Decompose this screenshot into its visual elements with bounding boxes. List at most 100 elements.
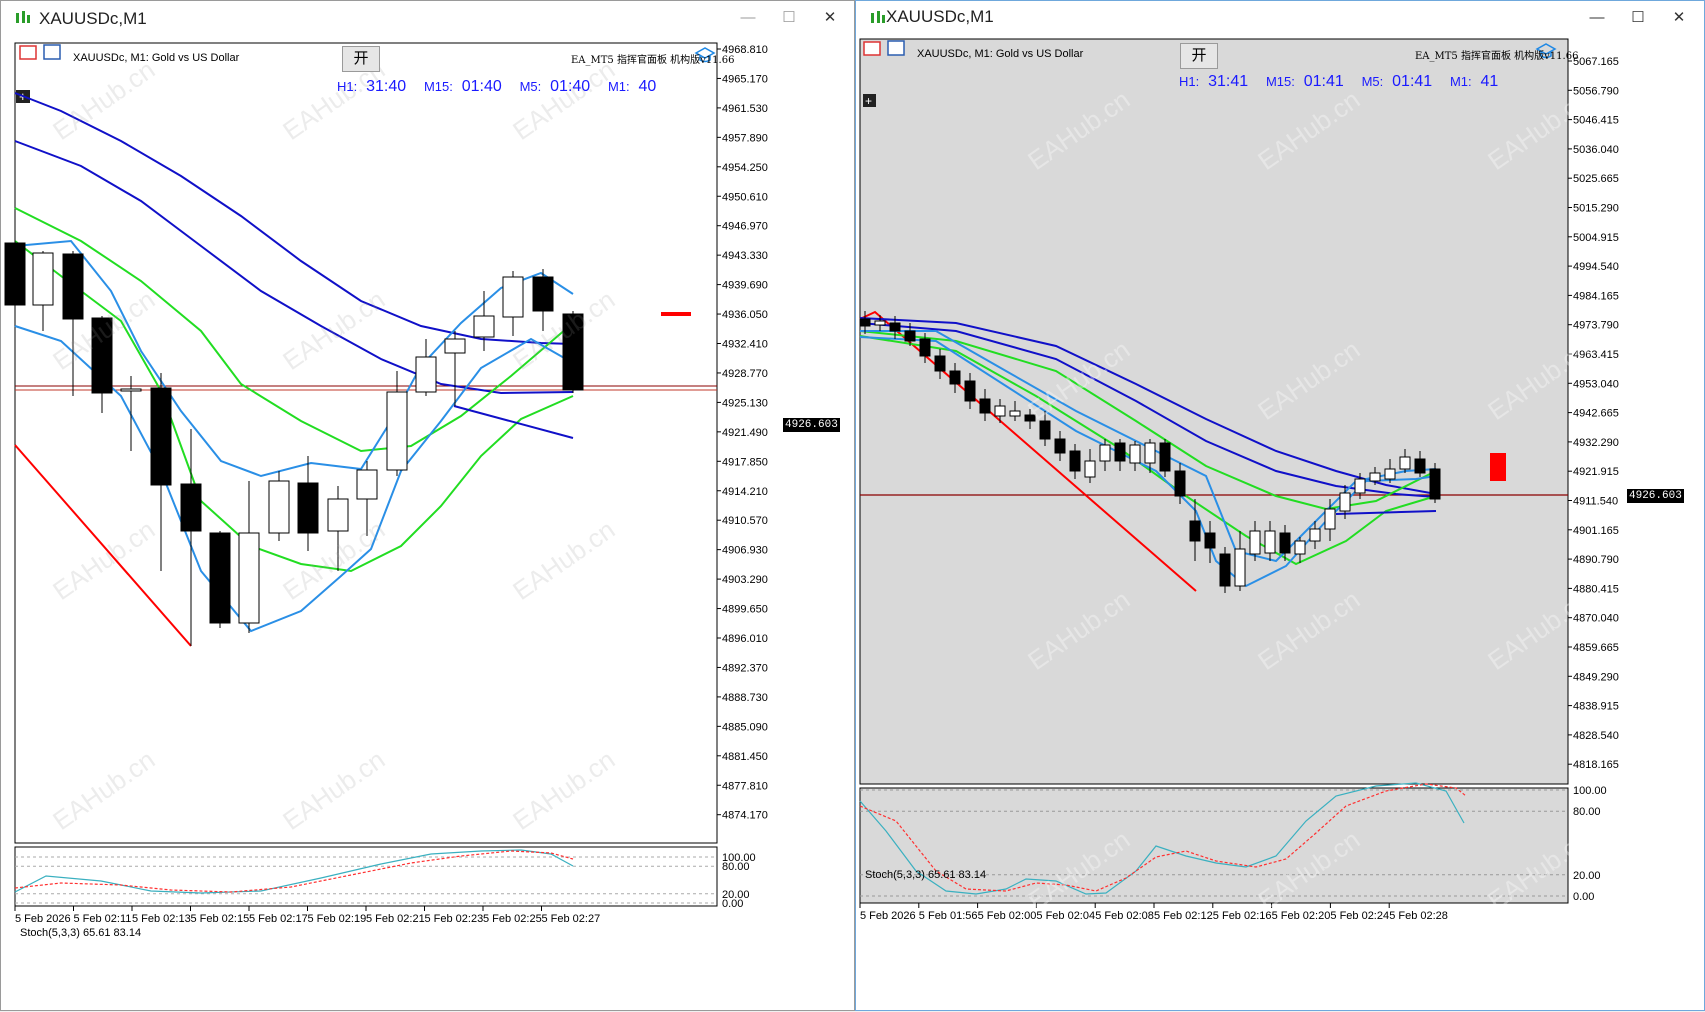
ea-panel-label: EA_MT5 指挥官面板 机构版v11.66: [1415, 51, 1579, 62]
stoch-axis-label: 80.00: [1573, 806, 1601, 818]
right-price-chart[interactable]: +5067.165 5056.790 5046.415 5036.040 5025.66…: [856, 1, 1705, 1012]
price-axis-label: 4943.330: [722, 250, 768, 262]
stoch-main-line: [14, 849, 574, 894]
timer-row: H1: 31:40 M15: 01:40 M5: 01:40 M1: 40: [337, 78, 657, 95]
price-axis-label: 4892.370: [722, 662, 768, 674]
time-axis-label: 5 Feb 02:00: [978, 910, 1037, 922]
minimize-button[interactable]: —: [1589, 9, 1605, 26]
candle-body: [1024, 414, 1036, 422]
ma-line: [859, 336, 1437, 588]
price-axis-label: 4928.770: [722, 368, 768, 380]
stochastic-plot-area: [859, 787, 1569, 904]
time-axis-label: 5 Feb 02:08: [1095, 910, 1154, 922]
close-button[interactable]: ✕: [823, 9, 837, 26]
time-axis-label: 5 Feb 02:11: [74, 913, 132, 925]
stoch-axis-label: 100.00: [722, 852, 756, 864]
candle-body: [1084, 460, 1096, 478]
candle-body: [62, 253, 84, 320]
candle-body: [1339, 492, 1351, 512]
price-axis-label: 4965.170: [722, 73, 768, 85]
right-window-title: XAUUSDc,M1: [886, 7, 994, 26]
candle-body: [1099, 444, 1111, 462]
price-axis-label: 4899.650: [722, 604, 768, 616]
chart-list-icon: [19, 45, 37, 60]
left-chart-window[interactable]: XAUUSDc,M1 — ☐ ✕ +4968.810 4965.170 4961.5…: [0, 0, 855, 1011]
price-axis-label: 4890.790: [1573, 554, 1619, 566]
price-axis-label: 4914.210: [722, 486, 768, 498]
chart-window-icon: [16, 11, 30, 23]
ma-line: [14, 140, 574, 395]
graduation-cap-icon: [694, 47, 716, 63]
candle-body: [889, 322, 901, 332]
price-axis-label: 4881.450: [722, 751, 768, 763]
price-axis-label: 4874.170: [722, 810, 768, 822]
time-axis-label: 5 Feb 02:24: [1330, 910, 1389, 922]
chart-list-icon: [863, 41, 881, 56]
ma-line: [1335, 510, 1437, 515]
maximize-button[interactable]: ☐: [1631, 9, 1645, 26]
candle-body: [1324, 508, 1336, 530]
candle-body: [1219, 553, 1231, 587]
right-titlebar[interactable]: XAUUSDc,M1 — ☐ ✕: [856, 1, 1704, 35]
candle-body: [904, 330, 916, 342]
left-titlebar[interactable]: XAUUSDc,M1 — ☐ ✕: [1, 1, 854, 35]
stoch-axis-label: 100.00: [1573, 785, 1607, 797]
price-axis-label: 5025.665: [1573, 173, 1619, 185]
close-button[interactable]: ✕: [1672, 9, 1686, 26]
candle-body: [1054, 438, 1066, 454]
time-axis-label: 5 Feb 02:23: [425, 913, 484, 925]
signal-marker: [661, 312, 691, 316]
price-axis-label: 4838.915: [1573, 701, 1619, 713]
candle-body: [964, 380, 976, 402]
candle-body: [532, 276, 554, 312]
candle-body: [238, 532, 260, 624]
candle-body: [1114, 442, 1126, 462]
candle-body: [859, 318, 871, 327]
candle-body: [473, 315, 495, 338]
right-chart-window[interactable]: XAUUSDc,M1 — ☐ ✕ +5067.165 5056.790 5046.4…: [855, 0, 1705, 1011]
time-axis-label: 5 Feb 02:19: [308, 913, 367, 925]
price-axis-label: 4818.165: [1573, 759, 1619, 771]
ma-line: [14, 239, 574, 478]
time-axis-label: 5 Feb 02:25: [483, 913, 542, 925]
price-axis-label: 5067.165: [1573, 56, 1619, 68]
candle-body: [994, 405, 1006, 417]
price-axis-label: 4942.665: [1573, 408, 1619, 420]
stoch-axis-label: 0.00: [722, 898, 743, 910]
open-position-button[interactable]: 开: [1180, 43, 1218, 69]
left-price-chart[interactable]: +4968.8104965.1704961.5304957.8904954.25…: [1, 1, 856, 1012]
price-axis-label: 4963.415: [1573, 349, 1619, 361]
candle-body: [1384, 468, 1396, 480]
price-axis-label: 4946.970: [722, 221, 768, 233]
candle-body: [919, 338, 931, 357]
chart-properties-icon: [887, 40, 905, 56]
candle-body: [1294, 540, 1306, 555]
timer-row: H1: 31:41 M15: 01:41 M5: 01:41 M1: 41: [1179, 73, 1499, 90]
candle-body: [209, 532, 231, 624]
price-axis-label: 4968.810: [722, 44, 768, 56]
candle-body: [120, 388, 142, 392]
price-axis-label: 4961.530: [722, 103, 768, 115]
trend-line: [14, 444, 192, 647]
price-axis-label: 4994.540: [1573, 261, 1619, 273]
time-axis-label: 5 Feb 02:04: [1036, 910, 1095, 922]
candle-body: [1369, 472, 1381, 482]
ea-panel-label: EA_MT5 指挥官面板 机构版v11.66: [571, 55, 735, 66]
expand-plus: +: [865, 94, 872, 108]
candle-body: [150, 387, 172, 486]
ma-line: [453, 405, 574, 439]
time-axis-label: 5 Feb 02:28: [1389, 910, 1448, 922]
minimize-button[interactable]: —: [740, 9, 756, 26]
price-plot-area: [14, 42, 718, 844]
time-axis-label: 5 Feb 02:12: [1154, 910, 1213, 922]
ma-line: [859, 335, 1437, 566]
price-axis-label: 5046.415: [1573, 115, 1619, 127]
time-axis-label: 5 Feb 01:56: [919, 910, 978, 922]
candle-body: [180, 483, 202, 532]
left-window-title: XAUUSDc,M1: [39, 9, 147, 28]
open-position-button[interactable]: 开: [342, 46, 380, 72]
price-axis-label: 4877.810: [722, 780, 768, 792]
maximize-button[interactable]: ☐: [782, 9, 796, 26]
candle-body: [1069, 450, 1081, 472]
price-axis-label: 4954.250: [722, 162, 768, 174]
